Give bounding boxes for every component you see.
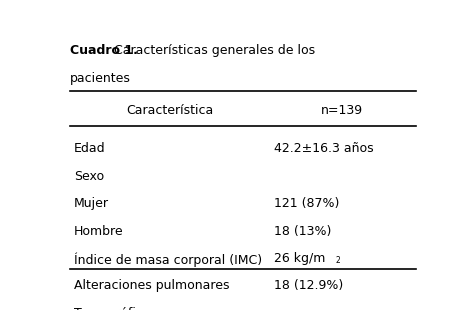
Text: n=139: n=139 bbox=[321, 104, 363, 117]
Text: Tomográficas: Tomográficas bbox=[74, 307, 157, 310]
Text: Sexo: Sexo bbox=[74, 170, 104, 183]
Text: 2: 2 bbox=[336, 256, 341, 265]
Text: 18 (12.9%): 18 (12.9%) bbox=[274, 280, 343, 292]
Text: 121 (87%): 121 (87%) bbox=[274, 197, 339, 210]
Text: Alteraciones pulmonares: Alteraciones pulmonares bbox=[74, 280, 229, 292]
Text: 42.2±16.3 años: 42.2±16.3 años bbox=[274, 142, 374, 155]
Text: 18 (13%): 18 (13%) bbox=[274, 224, 331, 237]
Text: Edad: Edad bbox=[74, 142, 106, 155]
Text: Hombre: Hombre bbox=[74, 224, 124, 237]
Text: pacientes: pacientes bbox=[70, 72, 131, 85]
Text: 26 kg/m: 26 kg/m bbox=[274, 252, 326, 265]
Text: Características generales de los: Características generales de los bbox=[110, 44, 315, 57]
Text: Índice de masa corporal (IMC): Índice de masa corporal (IMC) bbox=[74, 252, 262, 267]
Text: Cuadro 1.: Cuadro 1. bbox=[70, 44, 138, 57]
Text: Característica: Característica bbox=[126, 104, 213, 117]
Text: Mujer: Mujer bbox=[74, 197, 109, 210]
